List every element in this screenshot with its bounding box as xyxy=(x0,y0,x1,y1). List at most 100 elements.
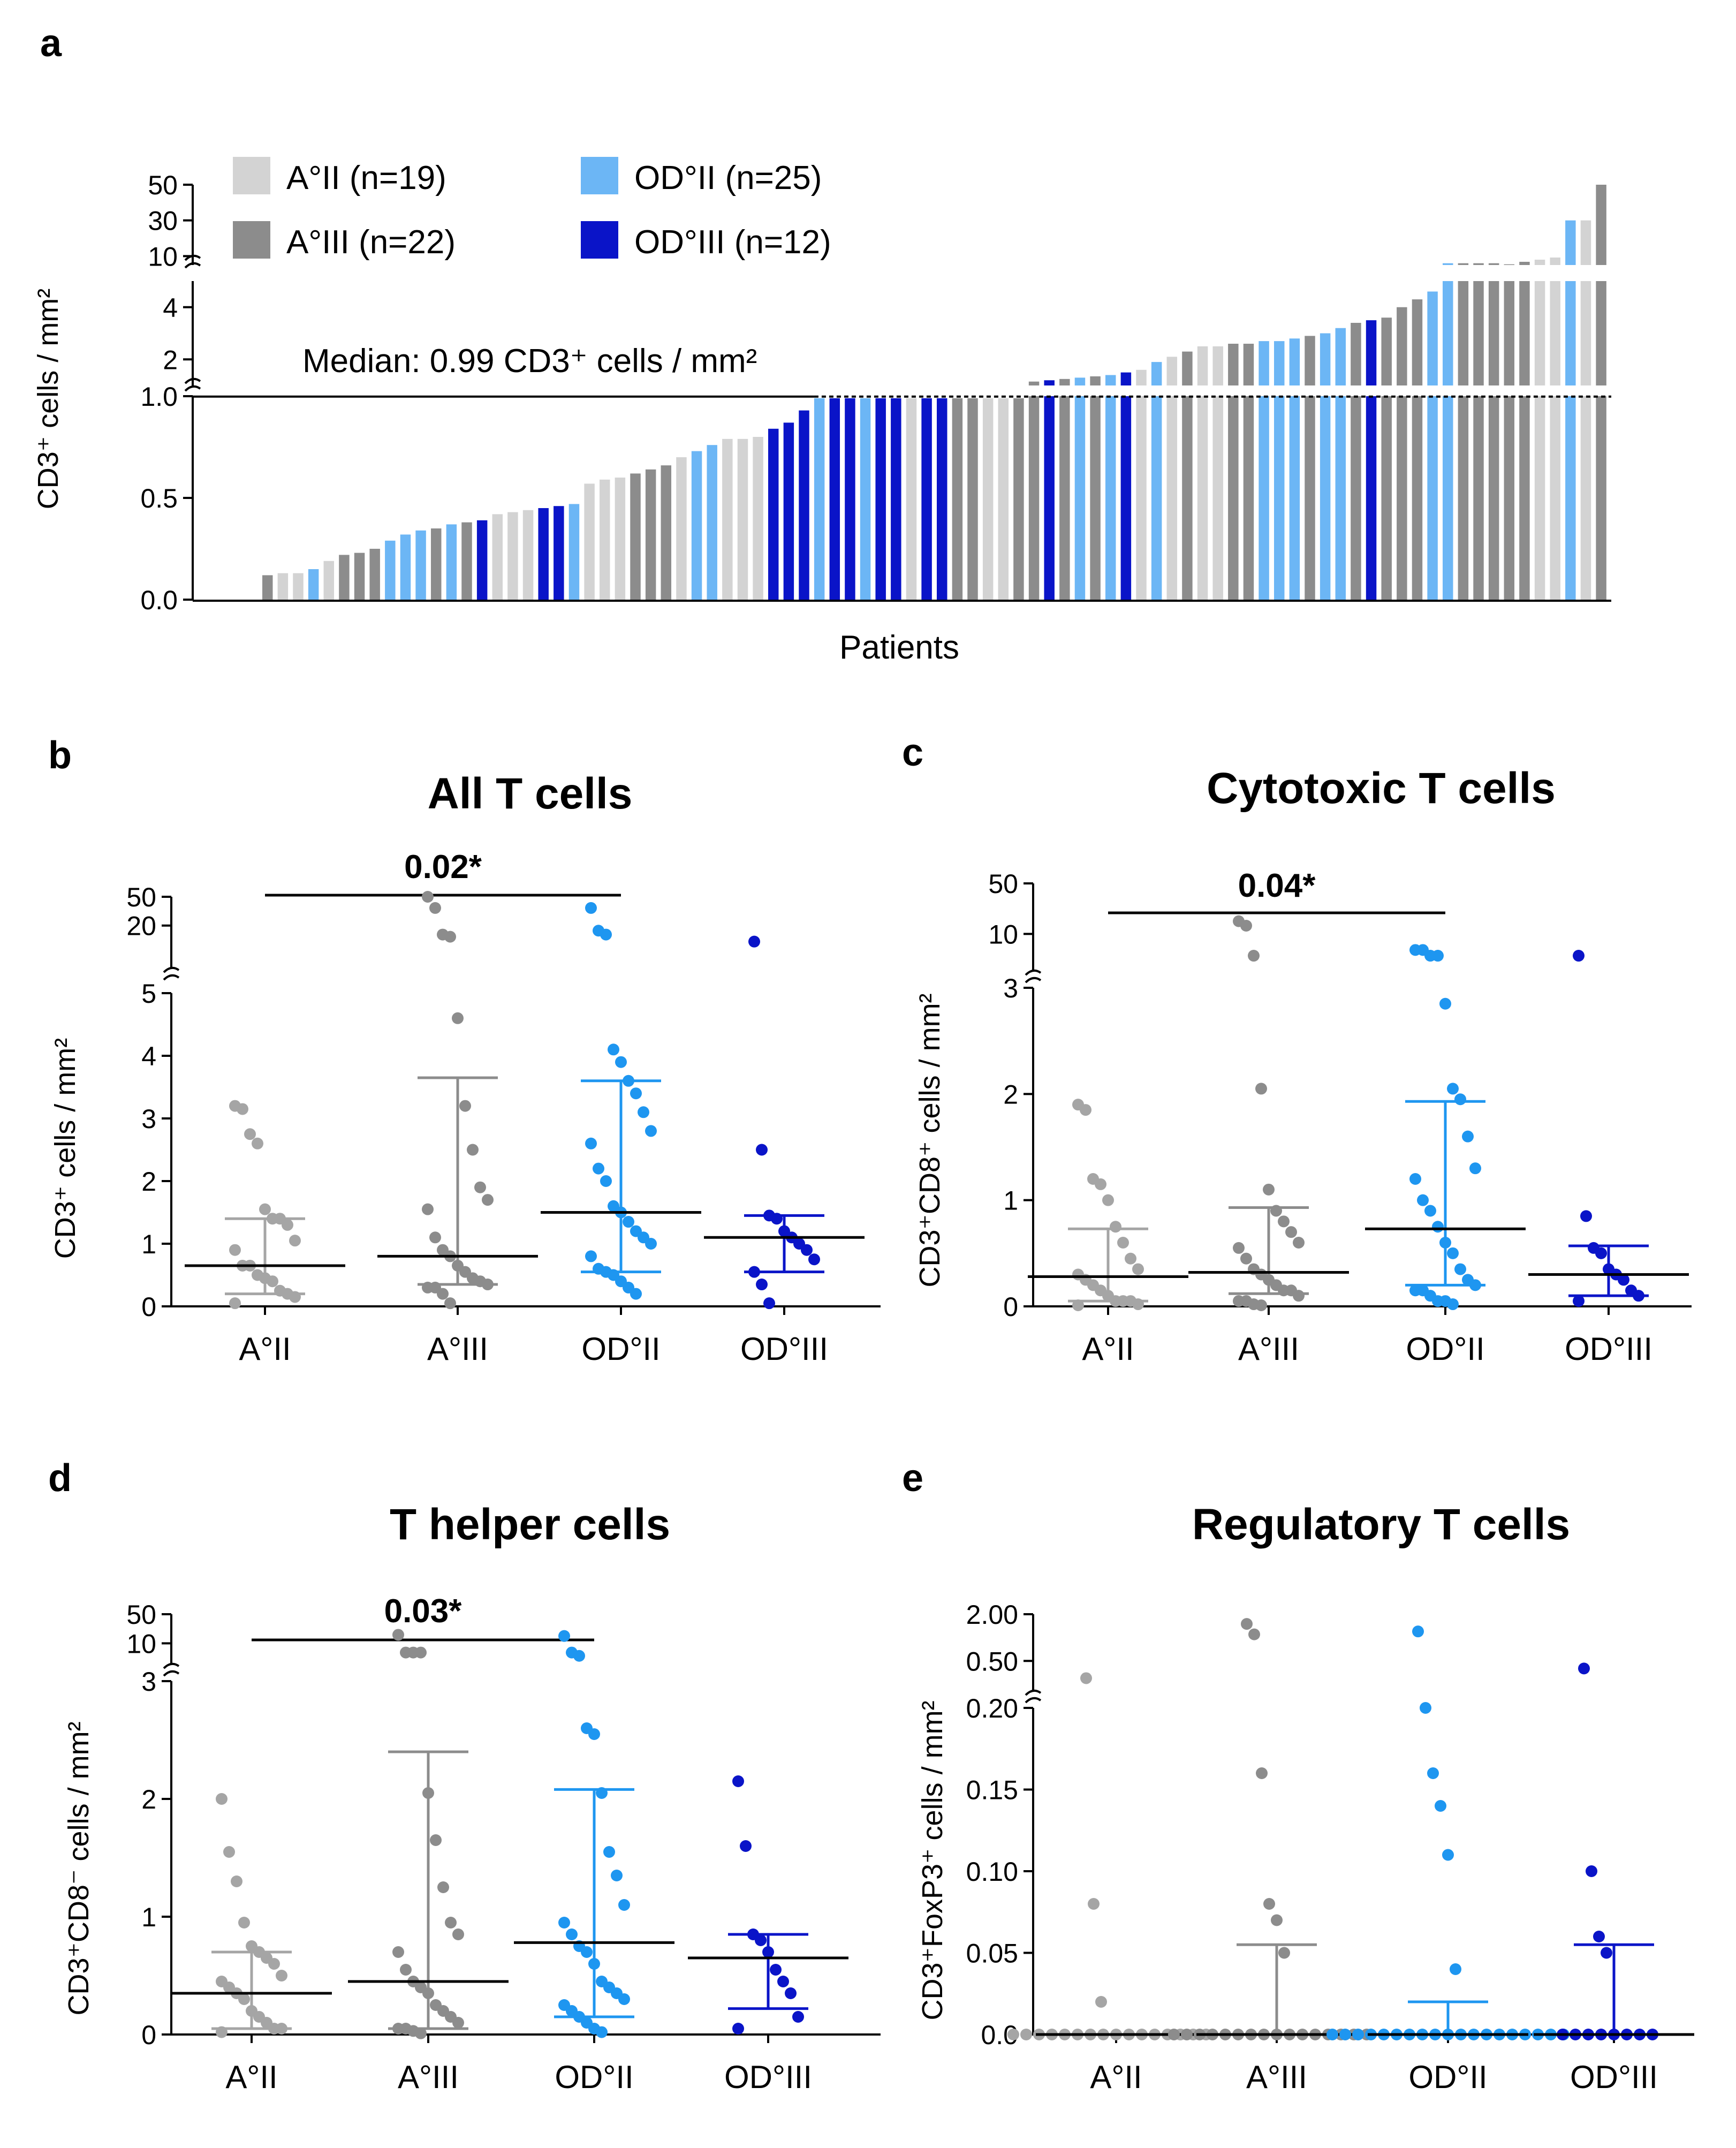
panel-c-scatter: c Cytotoxic T cells CD3⁺CD8⁺ cells / mm²… xyxy=(902,731,1692,1367)
panel-a-bar xyxy=(415,530,426,600)
panel-a-bar xyxy=(1504,264,1515,265)
panel-a-bar xyxy=(1166,357,1178,385)
panel-a-bar xyxy=(1090,376,1101,385)
panel-e-data-point xyxy=(1168,2029,1180,2040)
panel-b-data-point xyxy=(429,1231,441,1244)
panel-c-data-point xyxy=(1432,950,1444,962)
panel-c-data-point xyxy=(1270,1205,1282,1217)
panel-a-bar xyxy=(1028,381,1040,385)
panel-c-data-point xyxy=(1255,1299,1267,1312)
panel-a-bar xyxy=(768,428,779,600)
panel-a-bar xyxy=(1305,336,1315,385)
panel-a-bar xyxy=(1182,351,1193,385)
panel-a-bar xyxy=(937,398,947,600)
panel-c-data-point xyxy=(1469,1279,1481,1291)
panel-c-data-point xyxy=(1454,1093,1466,1106)
panel-b-data-point xyxy=(444,1297,456,1310)
panel-c-data-point xyxy=(1240,920,1252,932)
panel-a-y-tick-label: 1.0 xyxy=(140,382,178,412)
panel-e-data-point xyxy=(1326,2029,1338,2040)
panel-a-bar xyxy=(1074,377,1086,385)
panel-c-data-point xyxy=(1233,1242,1245,1254)
panel-d-data-point xyxy=(785,1987,797,1999)
panel-b-data-point xyxy=(801,1244,813,1256)
panel-d-data-point xyxy=(740,1840,752,1852)
panel-a-bar xyxy=(1580,396,1591,600)
panel-a-bar xyxy=(1519,396,1530,600)
panel-d-data-point xyxy=(231,1875,242,1887)
panel-d-y-tick-label: 50 xyxy=(126,1600,156,1630)
panel-b-data-point xyxy=(229,1244,241,1256)
panel-d-data-point xyxy=(216,2026,228,2038)
panel-c-x-tick-label: A°III xyxy=(1238,1331,1299,1367)
panel-e-scatter: e Regulatory T cells CD3⁺FoxP3⁺ cells / … xyxy=(902,1457,1694,2095)
panel-e-x-tick-label: A°III xyxy=(1246,2059,1307,2095)
panel-a-legend-swatch xyxy=(233,157,270,194)
panel-a-axis-break xyxy=(184,377,201,384)
panel-a-bar xyxy=(1320,396,1331,600)
panel-b-y-tick-label: 5 xyxy=(141,979,156,1009)
panel-a-legend-label: A°III (n=22) xyxy=(286,224,456,261)
panel-d-x-tick-label: OD°II xyxy=(555,2059,633,2095)
panel-e-data-point xyxy=(1420,1702,1431,1714)
panel-e-axis-break xyxy=(1025,1697,1042,1704)
panel-a-bar xyxy=(1427,396,1438,600)
panel-a-bar xyxy=(1366,320,1377,385)
panel-a-bar xyxy=(921,398,932,600)
panel-b-data-point xyxy=(630,1288,642,1300)
panel-e-data-point xyxy=(1586,1865,1597,1877)
panel-a-bar xyxy=(1259,341,1269,385)
panel-b-data-point xyxy=(748,1266,760,1278)
panel-b-y-tick-label: 4 xyxy=(141,1041,156,1071)
panel-d-data-point xyxy=(415,1646,427,1659)
panel-c-x-tick-label: A°II xyxy=(1082,1331,1134,1367)
panel-a-bar xyxy=(1243,344,1254,385)
panel-b-y-tick-label: 2 xyxy=(141,1167,156,1197)
panel-b-data-point xyxy=(452,1012,464,1024)
panel-a-bar xyxy=(522,510,534,600)
panel-d-scatter: d T helper cells CD3⁺CD8⁻ cells / mm² 0 1… xyxy=(48,1457,881,2095)
panel-d-y-tick-label: 10 xyxy=(126,1629,156,1659)
panel-a-bar xyxy=(1550,258,1560,265)
panel-d-data-point xyxy=(755,1934,767,1946)
panel-a-bar xyxy=(1473,263,1484,265)
panel-a-bar xyxy=(1565,396,1576,600)
panel-a-bar xyxy=(1212,396,1223,600)
panel-a-bar xyxy=(661,465,672,600)
panel-e-data-point xyxy=(1248,1628,1260,1640)
panel-a-bar xyxy=(1028,396,1040,600)
panel-a-bar xyxy=(1550,396,1560,600)
panel-a-median-label: Median: 0.99 CD3⁺ cells / mm² xyxy=(302,343,757,380)
panel-c-data-point xyxy=(1263,1183,1275,1196)
panel-a-y-tick-label: 0.0 xyxy=(140,585,178,615)
panel-a-bar xyxy=(1381,317,1392,385)
panel-c-data-point xyxy=(1439,997,1451,1010)
panel-a-bar xyxy=(1519,262,1530,265)
panel-e-data-point xyxy=(1450,1963,1461,1975)
panel-c-data-point xyxy=(1255,1083,1267,1095)
panel-a-bar xyxy=(492,514,503,600)
panel-a-bar xyxy=(630,473,641,600)
panel-c-data-point xyxy=(1595,1247,1607,1259)
panel-a-bar xyxy=(1443,396,1453,600)
panel-b-data-point xyxy=(756,1144,768,1156)
panel-a-bar xyxy=(1504,396,1515,600)
svg-text:e: e xyxy=(902,1457,923,1500)
panel-c-data-point xyxy=(1573,950,1585,962)
panel-a-bar xyxy=(998,398,1009,600)
panel-b-data-point xyxy=(429,902,441,914)
panel-a-bar xyxy=(461,522,472,600)
panel-c-data-point xyxy=(1293,1290,1305,1302)
panel-a-axis-break xyxy=(184,385,201,392)
panel-b-data-point xyxy=(229,1297,241,1310)
panel-a-bar xyxy=(1397,307,1407,385)
panel-b-x-tick-label: A°II xyxy=(239,1331,291,1367)
panel-d-data-point xyxy=(415,2027,427,2039)
panel-a-bar xyxy=(1274,396,1285,600)
panel-a-bar xyxy=(1044,396,1055,600)
panel-a-bar xyxy=(354,553,365,600)
panel-e-data-point xyxy=(1601,1947,1612,1959)
panel-d-data-point xyxy=(618,1993,630,2005)
panel-c-data-point xyxy=(1633,1290,1644,1302)
